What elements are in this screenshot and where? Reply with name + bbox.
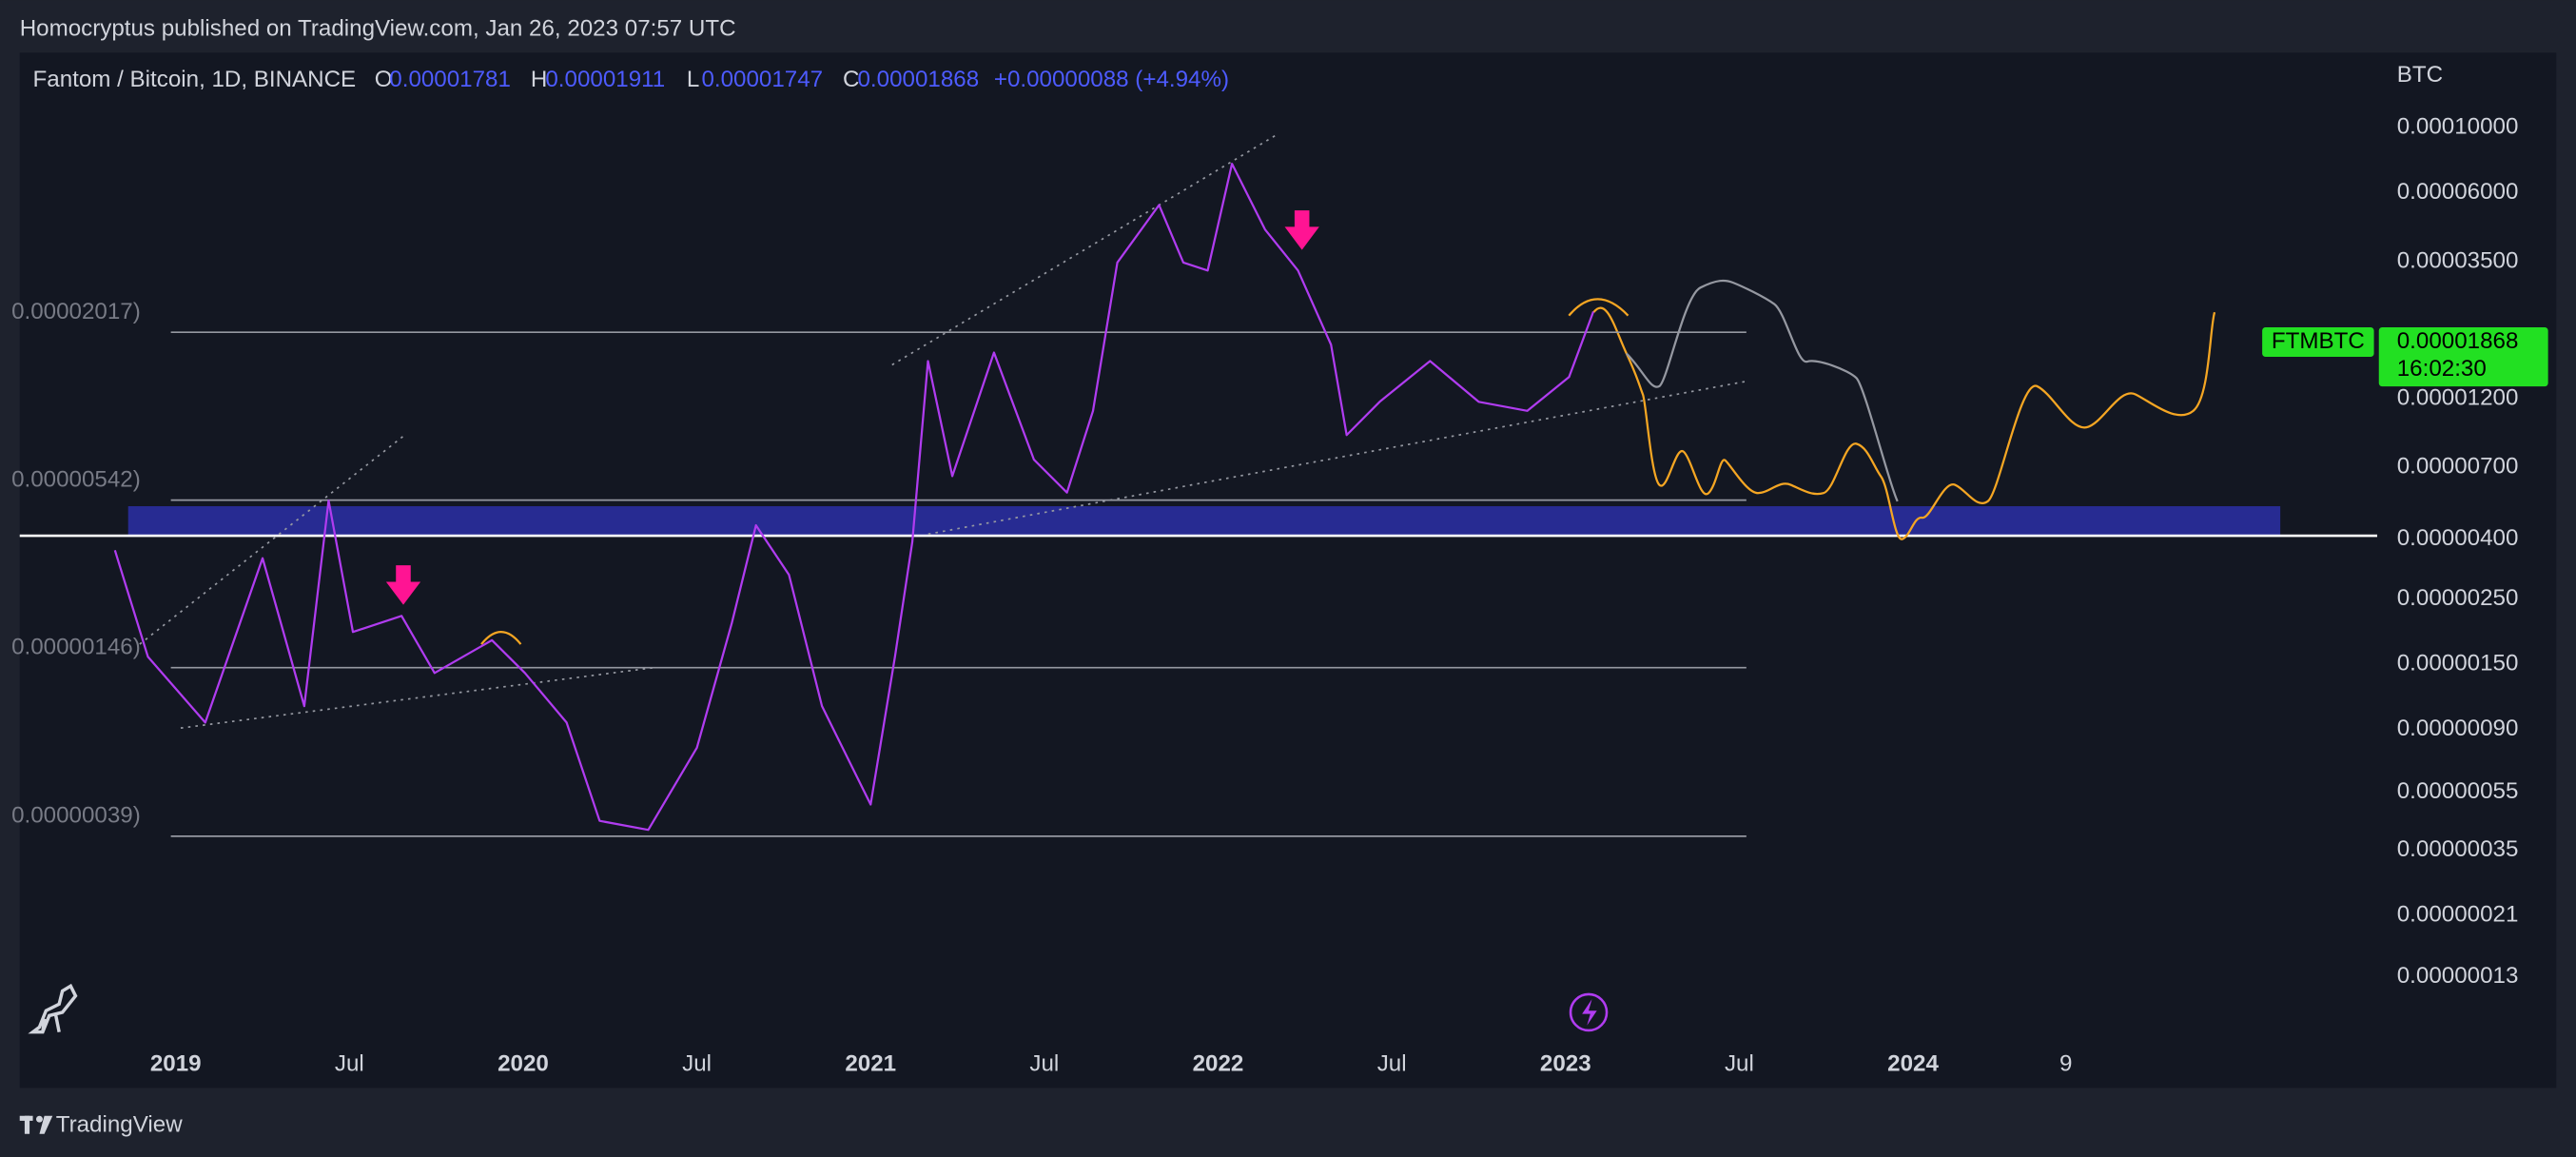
y-axis-label: BTC: [2397, 62, 2443, 88]
price-tag: [2378, 326, 2548, 387]
x-tick-label: Jul: [1377, 1051, 1407, 1077]
y-tick-label: 0.00000700: [2397, 454, 2519, 480]
ohlc-value: 0.00001868: [858, 67, 980, 92]
y-tick-label: 0.00000400: [2397, 525, 2519, 551]
ticker-tag: [2262, 326, 2374, 358]
ohlc-label: H: [531, 67, 547, 92]
trendline: [927, 380, 1747, 536]
y-tick-label: 0.00000035: [2397, 836, 2519, 862]
trendline: [180, 666, 657, 730]
header: Homocryptus published on TradingView.com…: [20, 16, 736, 42]
y-tick-label: 0.00000150: [2397, 650, 2519, 676]
symbol: Fantom / Bitcoin, 1D, BINANCE: [33, 67, 357, 92]
dino-icon: [28, 983, 78, 1034]
event-bolt: [1582, 999, 1597, 1026]
y-tick-label: 0.00006000: [2397, 179, 2519, 205]
level-label: 0.00002017): [11, 299, 141, 324]
projections: [480, 279, 2216, 645]
logo: [19, 1115, 53, 1134]
x-tick-label: Jul: [335, 1051, 364, 1077]
logo-slash: [39, 1115, 53, 1134]
change: +0.00000088 (+4.94%): [994, 67, 1229, 92]
footer: TradingView: [56, 1111, 183, 1137]
bottom-icons: [28, 983, 1609, 1034]
trendlines: [139, 133, 1747, 730]
arc: [1568, 298, 1630, 317]
x-tick-label: Jul: [1029, 1051, 1059, 1077]
zone: [127, 506, 2281, 537]
ohlc-label: L: [687, 67, 699, 92]
x-tick-label: 2022: [1193, 1051, 1244, 1077]
level-label: 0.00000146): [11, 634, 141, 659]
projection-orange: [1592, 306, 2216, 540]
price-line: [113, 163, 1595, 832]
logo-stem: [24, 1115, 30, 1134]
x-tick-label: 9: [2059, 1051, 2072, 1077]
x-tick-label: 2019: [150, 1051, 202, 1077]
level-label: 0.00000039): [11, 803, 141, 829]
y-tick-label: 0.00000055: [2397, 778, 2519, 804]
ohlc-label: O: [375, 67, 393, 92]
y-tick-label: 0.00000250: [2397, 585, 2519, 611]
arc: [480, 631, 522, 645]
y-tick-label: 0.00010000: [2397, 114, 2519, 140]
x-tick-label: 2024: [1887, 1051, 1939, 1077]
x-tick-label: 2021: [845, 1051, 896, 1077]
x-tick-label: Jul: [1725, 1051, 1754, 1077]
ticker: FTMBTC: [2272, 328, 2365, 354]
ohlc-value: 0.00001747: [701, 67, 823, 92]
projection-gray: [1625, 279, 1899, 502]
y-tick-label: 0.00000013: [2397, 963, 2519, 989]
level-label: 0.00000542): [11, 466, 141, 492]
event-icon: [1569, 992, 1609, 1032]
ohlc-value: 0.00001781: [389, 67, 511, 92]
y-tick-label: 0.00000021: [2397, 901, 2519, 927]
y-tick-label: 0.00001200: [2397, 384, 2519, 410]
arrow: [385, 565, 421, 605]
x-tick-label: 2023: [1540, 1051, 1591, 1077]
y-tick-label: 0.00000090: [2397, 716, 2519, 741]
chart-panel: [19, 52, 2557, 1088]
ohlc-value: 0.00001911: [545, 67, 665, 92]
arrows: [385, 210, 1319, 605]
trendline: [891, 133, 1278, 366]
last-price: 0.00001868: [2397, 328, 2519, 354]
y-tick-label: 0.00003500: [2397, 248, 2519, 274]
x-tick-label: Jul: [682, 1051, 712, 1077]
arrow: [1284, 210, 1319, 250]
countdown: 16:02:30: [2397, 356, 2487, 382]
x-tick-label: 2020: [498, 1051, 549, 1077]
logo-dot: [35, 1115, 43, 1123]
ohlc-label: C: [843, 67, 859, 92]
